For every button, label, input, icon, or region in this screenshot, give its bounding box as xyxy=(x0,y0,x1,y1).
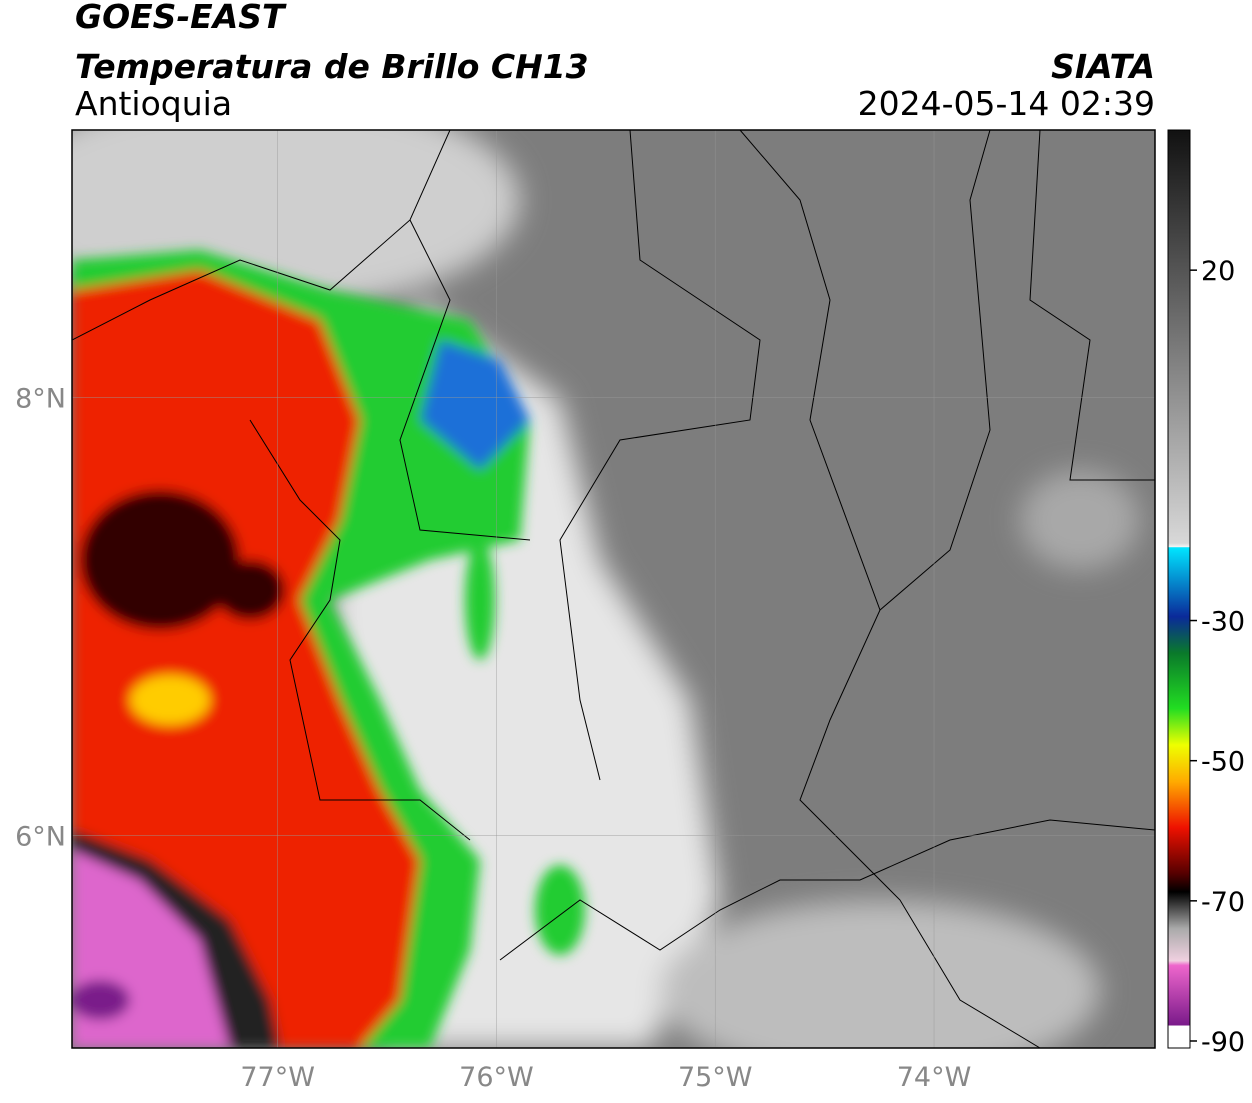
region: Antioquia xyxy=(75,84,232,123)
lon-label: 75°W xyxy=(678,1062,753,1093)
colorbar-tick-label: 20 xyxy=(1201,256,1235,287)
colorbar xyxy=(1167,129,1191,1049)
datetime: 2024-05-14 02:39 xyxy=(858,84,1155,123)
colorbar-tick-label: -30 xyxy=(1201,607,1245,638)
colorbar-tick-label: -50 xyxy=(1201,747,1245,778)
colorbar-ticks: 20 -30 -50 -70 -90 xyxy=(1190,256,1245,1058)
lon-label: 76°W xyxy=(459,1062,534,1093)
subtitle: Temperatura de Brillo CH13 xyxy=(75,47,589,86)
lat-label: 8°N xyxy=(15,383,66,414)
graticule xyxy=(72,130,1155,1048)
satellite-image xyxy=(72,130,1155,1048)
lat-label: 6°N xyxy=(15,821,66,852)
lon-label: 77°W xyxy=(240,1062,315,1093)
title: GOES-EAST xyxy=(75,0,287,36)
lon-label: 74°W xyxy=(897,1062,972,1093)
map-frame xyxy=(71,129,1156,1049)
colorbar-tick-label: -90 xyxy=(1201,1027,1245,1058)
agency: SIATA xyxy=(1051,47,1155,86)
colorbar-tick-label: -70 xyxy=(1201,887,1245,918)
